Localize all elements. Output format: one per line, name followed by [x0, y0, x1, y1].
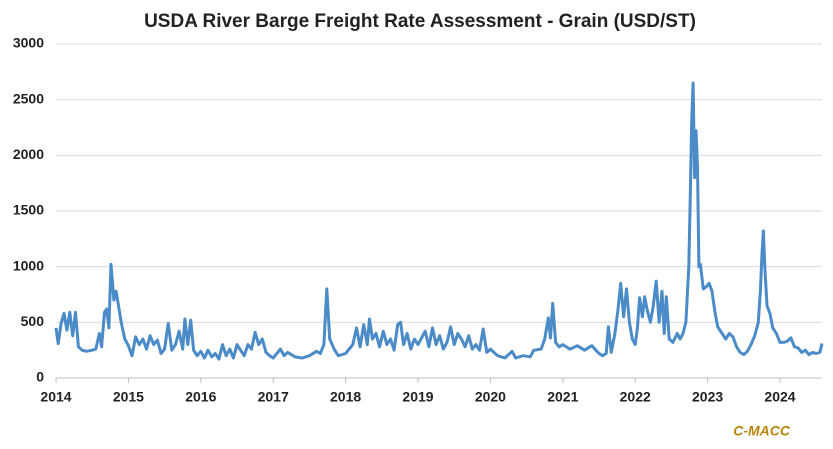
- y-tick-label: 1000: [13, 257, 44, 273]
- y-tick-label: 0: [36, 369, 44, 385]
- x-tick-label: 2014: [40, 389, 71, 405]
- x-tick-label: 2018: [330, 389, 361, 405]
- x-tick-label: 2015: [113, 389, 144, 405]
- y-tick-label: 3000: [13, 35, 44, 51]
- source: C-MACC: [733, 423, 791, 439]
- x-tick-label: 2021: [547, 389, 578, 405]
- x-tick-label: 2020: [475, 389, 506, 405]
- x-tick-label: 2017: [258, 389, 289, 405]
- x-tick-label: 2016: [185, 389, 216, 405]
- x-tick-label: 2023: [692, 389, 723, 405]
- chart-title: USDA River Barge Freight Rate Assessment…: [144, 11, 696, 32]
- x-tick-label: 2024: [764, 389, 795, 405]
- y-tick-label: 2500: [13, 90, 44, 106]
- x-tick-label: 2019: [402, 389, 433, 405]
- x-tick-label: 2022: [620, 389, 651, 405]
- y-tick-label: 1500: [13, 202, 44, 218]
- y-tick-label: 2000: [13, 146, 44, 162]
- line: [54, 81, 824, 361]
- y-tick-label: 500: [21, 313, 45, 329]
